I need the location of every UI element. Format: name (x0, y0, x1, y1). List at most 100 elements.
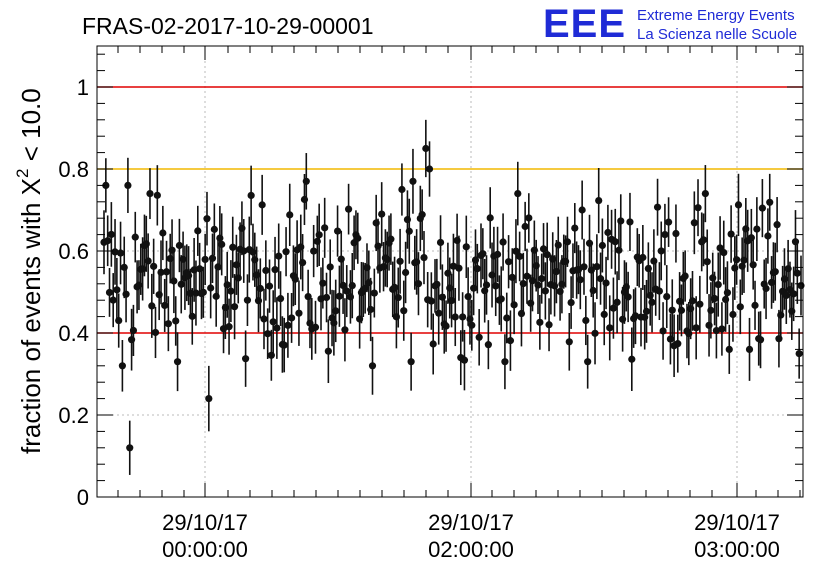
data-point (795, 328, 803, 379)
point-marker (455, 264, 463, 272)
point-marker (712, 326, 721, 335)
point-marker (442, 322, 450, 330)
point-marker (102, 181, 110, 189)
data-point (681, 250, 689, 302)
data-point (192, 260, 200, 326)
data-point (514, 161, 522, 226)
point-marker (280, 341, 288, 349)
y-tick-label: 0.6 (58, 239, 89, 264)
point-marker (256, 284, 264, 293)
point-marker (703, 258, 711, 266)
data-point (571, 203, 579, 254)
data-point (720, 220, 728, 285)
point-marker (269, 318, 277, 326)
data-point (521, 201, 529, 252)
data-point (223, 251, 231, 318)
data-point (710, 271, 719, 326)
point-marker (436, 238, 445, 247)
data-point (539, 223, 548, 275)
data-point (653, 178, 662, 236)
data-point (396, 228, 404, 294)
point-marker (582, 316, 590, 325)
point-marker (503, 314, 511, 322)
point-marker (378, 210, 386, 218)
data-point (639, 225, 647, 290)
data-point (504, 235, 513, 289)
point-marker (131, 233, 139, 241)
data-point (243, 274, 252, 327)
point-marker (148, 302, 156, 310)
point-marker (273, 324, 281, 332)
point-marker (109, 296, 117, 304)
data-point (664, 197, 673, 247)
data-point (459, 292, 467, 342)
data-point (208, 233, 217, 284)
point-marker (501, 358, 509, 366)
point-marker (696, 300, 704, 308)
data-point (287, 292, 296, 343)
point-marker (409, 177, 417, 185)
point-marker (122, 290, 130, 298)
data-point (631, 287, 640, 345)
point-marker (164, 320, 172, 328)
point-marker (275, 252, 283, 260)
data-point (727, 205, 735, 263)
data-point (718, 302, 726, 356)
data-point (596, 252, 605, 305)
data-point (162, 240, 171, 303)
data-point (418, 189, 426, 240)
data-point (725, 324, 733, 374)
data-point (451, 287, 459, 347)
data-point (286, 183, 294, 246)
point-marker (462, 243, 470, 251)
data-point (378, 182, 386, 246)
data-point (368, 336, 377, 395)
data-point (227, 260, 235, 323)
point-marker (242, 355, 250, 363)
point-marker (194, 227, 202, 235)
point-marker (611, 238, 619, 246)
point-marker (756, 336, 765, 344)
data-point (606, 295, 614, 361)
data-point (341, 298, 349, 362)
point-marker (613, 298, 621, 306)
point-marker (479, 250, 487, 258)
x-tick-date-label: 29/10/17 (694, 510, 780, 535)
point-marker (541, 287, 549, 295)
data-point (484, 320, 492, 370)
data-point (600, 283, 608, 346)
data-point (295, 280, 303, 346)
point-marker (762, 284, 770, 293)
data-point (275, 223, 283, 289)
data-point (538, 253, 546, 304)
point-marker (207, 284, 215, 292)
data-point (282, 227, 290, 277)
point-marker (335, 292, 343, 300)
point-marker (240, 247, 248, 255)
point-marker (435, 309, 443, 317)
point-marker (648, 298, 656, 306)
point-marker (749, 261, 757, 269)
point-marker (525, 214, 533, 222)
data-point (205, 365, 213, 432)
data-point (541, 262, 549, 320)
point-marker (201, 255, 209, 264)
data-point (427, 272, 435, 330)
point-marker (341, 326, 349, 334)
point-marker (394, 293, 402, 302)
point-marker (523, 272, 531, 280)
point-marker (115, 316, 123, 325)
point-marker (398, 185, 406, 194)
point-marker (170, 277, 178, 285)
point-marker (243, 296, 252, 304)
point-marker (766, 198, 774, 206)
data-point (414, 252, 423, 316)
point-marker (624, 293, 632, 301)
point-marker (578, 206, 586, 214)
point-marker (153, 191, 161, 199)
point-marker (188, 312, 196, 320)
data-point (148, 273, 156, 338)
data-point (501, 334, 509, 390)
point-marker (492, 282, 500, 290)
